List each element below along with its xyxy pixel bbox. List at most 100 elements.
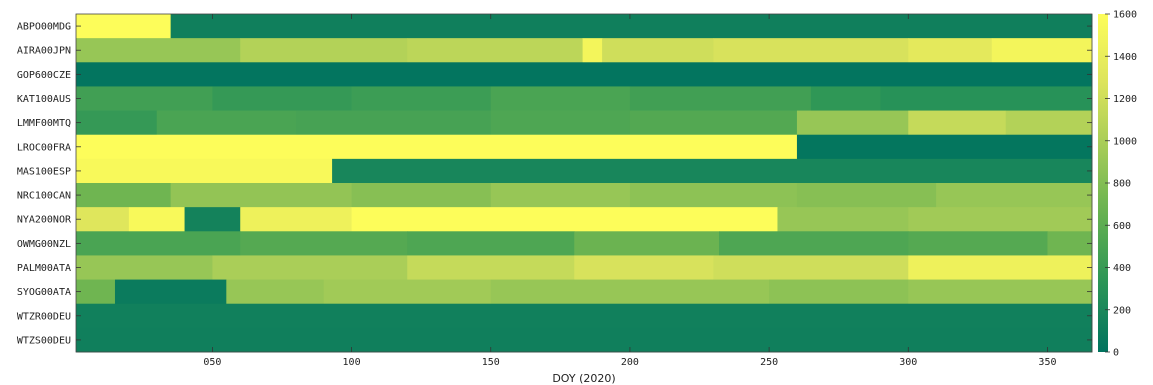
- heatmap-cell: [351, 183, 492, 208]
- row-label: LROC00FRA: [17, 142, 71, 153]
- heatmap-cell: [908, 38, 993, 63]
- heatmap-cell: [76, 14, 172, 39]
- heatmap-cell: [407, 231, 575, 256]
- heatmap-cell: [351, 86, 492, 111]
- row-label: PALM00ATA: [17, 263, 71, 274]
- heatmap-cell: [76, 183, 172, 208]
- heatmap-cell: [777, 207, 909, 232]
- colorbar-tick-label: 1200: [1113, 94, 1137, 105]
- heatmap-cell: [908, 110, 1007, 136]
- heatmap-cell: [602, 38, 714, 63]
- row-label: LMMF00MTQ: [17, 118, 71, 129]
- heatmap-cell: [76, 110, 158, 136]
- heatmap-cell: [490, 110, 631, 136]
- x-axis: 050 100 150 200 250 300 350: [203, 14, 1056, 368]
- heatmap-cell: [407, 255, 575, 280]
- colorbar-tick-label: 800: [1113, 179, 1131, 190]
- row-label: SYOG00ATA: [17, 287, 71, 298]
- heatmap-row: [76, 327, 1093, 353]
- colorbar-tick-label: 400: [1113, 263, 1131, 274]
- heatmap-row: [76, 207, 1093, 232]
- heatmap-cell: [908, 279, 1093, 305]
- heatmap-cell: [76, 303, 1093, 329]
- heatmap-row: [76, 303, 1093, 329]
- heatmap-cell: [76, 38, 241, 63]
- heatmap-cell: [713, 38, 909, 63]
- heatmap-cell: [240, 207, 352, 232]
- row-label: WTZS00DEU: [17, 335, 71, 346]
- row-labels: ABPO00MDG AIRA00JPN GOP600CZE KAT100AUS LMMF…: [17, 22, 1092, 346]
- row-label: KAT100AUS: [17, 94, 71, 105]
- heatmap-cell: [629, 110, 798, 136]
- heatmap-cell: [574, 255, 714, 280]
- heatmap-row: [76, 279, 1093, 305]
- heatmap-cell: [936, 183, 1093, 208]
- heatmap-cell: [1005, 110, 1093, 136]
- heatmap-cell: [490, 279, 770, 305]
- plot-frame: [75, 13, 1093, 353]
- heatmap-rows: [75, 13, 1093, 353]
- heatmap-cell: [76, 207, 130, 232]
- x-axis-title: DOY (2020): [552, 372, 615, 385]
- colorbar-gradient: [1098, 14, 1108, 352]
- heatmap-cell: [629, 183, 798, 208]
- heatmap-cell: [713, 255, 909, 280]
- row-label: NRC100CAN: [17, 191, 71, 202]
- heatmap-row: [76, 183, 1093, 208]
- heatmap-cell: [76, 231, 241, 256]
- colorbar-tick-label: 1600: [1113, 10, 1137, 21]
- heatmap-cell: [719, 231, 909, 256]
- heatmap-row: [76, 62, 1093, 87]
- heatmap-row: [76, 110, 1093, 136]
- heatmap-cell: [240, 38, 408, 63]
- x-tick-label: 050: [203, 357, 221, 368]
- heatmap-cell: [128, 207, 185, 232]
- heatmap-cell: [76, 279, 116, 305]
- heatmap-cell: [76, 86, 213, 111]
- heatmap-cell: [796, 183, 937, 208]
- row-label: NYA200NOR: [17, 215, 72, 226]
- heatmap-cell: [170, 183, 352, 208]
- heatmap-cell: [212, 86, 352, 111]
- row-label: OWMG00NZL: [17, 239, 71, 250]
- heatmap-row: [76, 158, 1093, 184]
- x-tick-label: 350: [1038, 357, 1056, 368]
- heatmap-row: [76, 134, 1093, 160]
- heatmap-cell: [212, 255, 408, 280]
- row-label: AIRA00JPN: [17, 46, 71, 57]
- row-label: GOP600CZE: [17, 70, 71, 81]
- heatmap-cell: [76, 62, 1093, 87]
- heatmap-row: [76, 255, 1093, 280]
- heatmap-cell: [407, 38, 583, 63]
- heatmap-cell: [323, 279, 492, 305]
- heatmap-cell: [582, 38, 603, 63]
- heatmap-cell: [769, 279, 909, 305]
- heatmap-cell: [880, 86, 1093, 111]
- heatmap-cell: [490, 86, 631, 111]
- heatmap-cell: [908, 207, 1093, 232]
- heatmap-cell: [170, 14, 1093, 39]
- heatmap-cell: [1047, 231, 1093, 256]
- heatmap-cell: [76, 327, 1093, 353]
- heatmap-cell: [991, 38, 1093, 63]
- x-tick-label: 250: [760, 357, 778, 368]
- colorbar-tick-label: 200: [1113, 305, 1131, 316]
- heatmap-cell: [490, 183, 631, 208]
- colorbar-tick-label: 0: [1113, 348, 1119, 359]
- row-label: ABPO00MDG: [17, 22, 71, 33]
- heatmap-row: [76, 231, 1093, 256]
- heatmap-cell: [184, 207, 241, 232]
- heatmap-cell: [351, 207, 778, 232]
- heatmap-cell: [76, 158, 333, 184]
- heatmap-cell: [295, 110, 492, 136]
- colorbar-tick-label: 1400: [1113, 52, 1137, 63]
- heatmap-row: [76, 86, 1093, 111]
- heatmap-row: [76, 38, 1093, 63]
- heatmap-cell: [810, 86, 881, 111]
- colorbar-tick-label: 1000: [1113, 136, 1137, 147]
- heatmap-cell: [76, 255, 213, 280]
- heatmap-cell: [629, 86, 812, 111]
- heatmap-cell: [574, 231, 720, 256]
- row-label: MAS100ESP: [17, 166, 71, 177]
